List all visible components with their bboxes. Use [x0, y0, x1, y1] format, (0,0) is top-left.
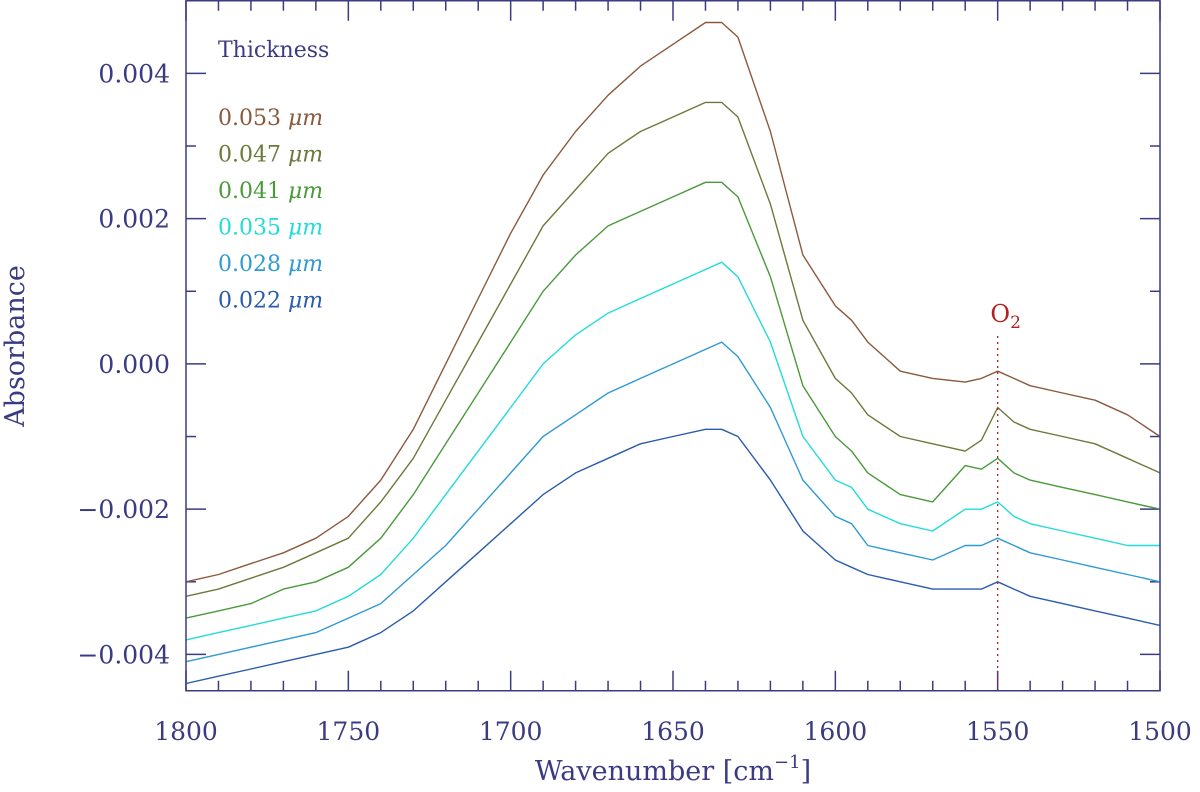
x-tick-label: 1700 — [479, 717, 543, 746]
legend-title: Thickness — [218, 38, 329, 63]
x-tick-label: 1750 — [317, 717, 381, 746]
y-axis-title: Absorbance — [0, 265, 31, 428]
o2-annotation: O2 — [990, 300, 1021, 691]
legend: Thickness 0.053 μm 0.047 μm 0.041 μm 0.035 … — [218, 38, 329, 314]
o2-label: O2 — [990, 300, 1021, 333]
legend-unit: μm — [288, 216, 323, 241]
series-line-4 — [185, 341, 1161, 663]
y-tick-label: 0.002 — [98, 205, 170, 234]
legend-unit: μm — [288, 106, 323, 131]
x-tick-label: 1500 — [1128, 717, 1192, 746]
series-line-0 — [185, 21, 1161, 583]
y-tick-label: 0.000 — [98, 350, 170, 379]
x-tick-label: 1550 — [966, 717, 1030, 746]
y-tick-label: −0.004 — [77, 640, 170, 669]
legend-entry: 0.053 μm — [218, 106, 323, 131]
series-line-2 — [185, 181, 1161, 619]
x-tick-label: 1650 — [641, 717, 705, 746]
plot-frame — [185, 0, 1161, 692]
x-tick-label: 1800 — [154, 717, 218, 746]
legend-unit: μm — [288, 252, 323, 277]
legend-unit: μm — [288, 289, 323, 314]
series-line-3 — [185, 261, 1160, 641]
legend-unit: μm — [288, 179, 323, 204]
x-tick-label: 1600 — [804, 717, 868, 746]
y-tick-label: −0.002 — [77, 495, 170, 524]
legend-unit: μm — [288, 143, 323, 168]
y-tick-label: 0.004 — [98, 59, 170, 88]
series-layer — [185, 21, 1161, 685]
x-axis-title: Wavenumber [cm−1] — [535, 752, 811, 787]
series-line-1 — [185, 101, 1161, 597]
legend-entry: 0.028 μm — [218, 252, 323, 277]
legend-entry: 0.041 μm — [218, 179, 323, 204]
legend-entry: 0.022 μm — [218, 289, 323, 314]
series-line-5 — [185, 428, 1161, 685]
legend-entry: 0.035 μm — [218, 216, 323, 241]
axis-ticks: 1800 1750 1700 1650 1600 1550 1500 −0.004 −0.002… — [77, 0, 1192, 746]
legend-entry: 0.047 μm — [218, 143, 323, 168]
